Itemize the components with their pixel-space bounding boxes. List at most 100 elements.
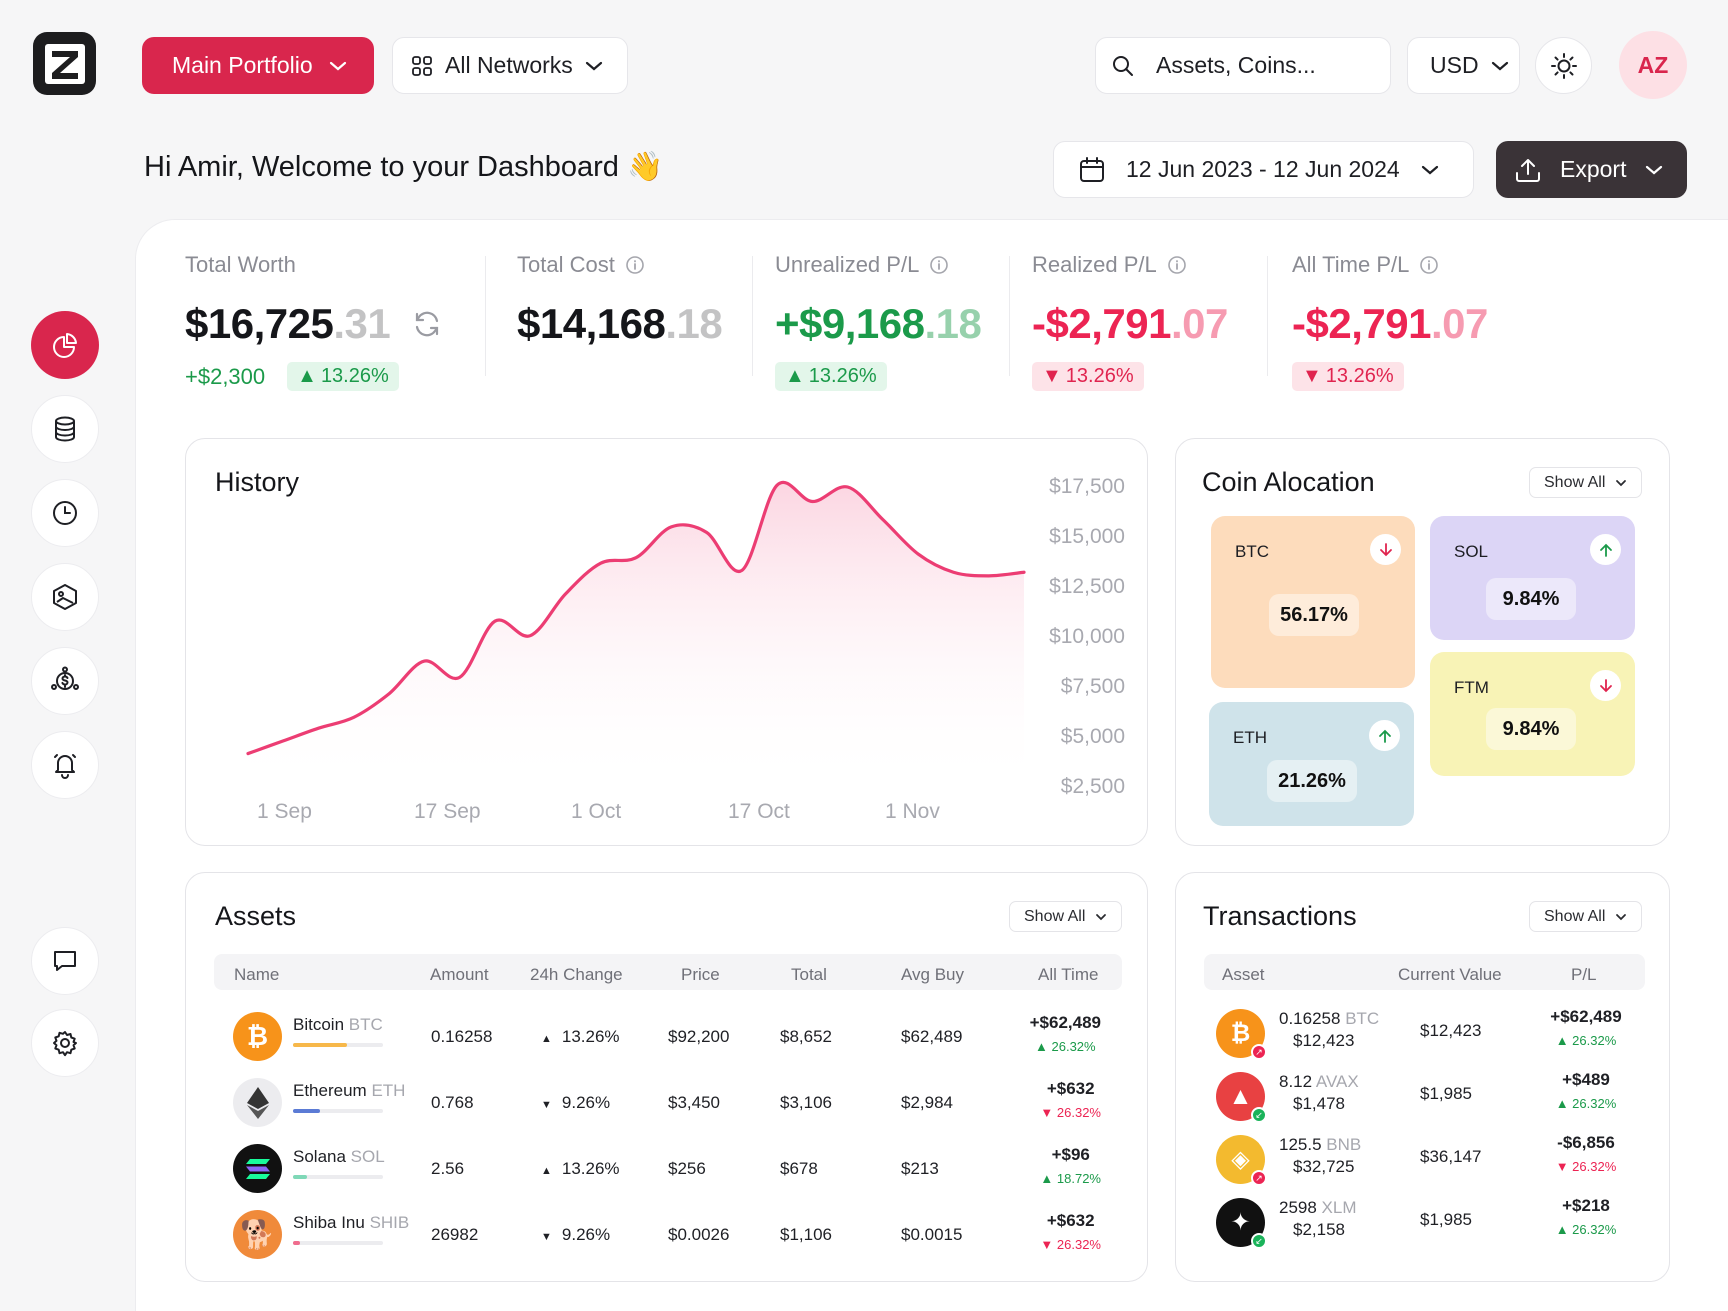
stat-value: +$9,168.18 [775, 300, 982, 347]
asset-avg-buy: $62,489 [901, 1027, 963, 1046]
column-header[interactable]: 24h Change [530, 965, 623, 984]
history-card: History $17,500 $15,000 $12,500 $10,000 $7,5… [185, 438, 1148, 846]
asset-avg-buy: $213 [901, 1159, 939, 1178]
stat-label: Unrealized P/L [775, 252, 920, 277]
refresh-icon[interactable] [412, 309, 442, 339]
info-icon[interactable] [1167, 255, 1187, 275]
asset-name: Ethereum ETH [293, 1081, 406, 1100]
arrow-up-icon [1369, 720, 1400, 751]
card-title: Coin Alocation [1202, 467, 1375, 497]
eth-coin-icon [233, 1078, 282, 1127]
tile-label: SOL [1454, 542, 1489, 561]
asset-amount: 2.56 [431, 1159, 465, 1178]
status-badge: ▼ 13.26% [1292, 362, 1404, 391]
sidebar-item-history[interactable] [31, 479, 99, 547]
chevron-down-icon [1646, 165, 1663, 174]
allocation-tile-sol[interactable]: SOL 9.84% [1430, 516, 1635, 640]
sidebar-item-defi[interactable] [31, 647, 99, 715]
stat-label: Realized P/L [1032, 252, 1157, 277]
asset-all-time: +$632 ▼ 26.32% [1040, 1079, 1101, 1120]
grid-icon [412, 55, 432, 76]
stat-realized: Realized P/L -$2,791.07 ▼ 13.26% [1032, 252, 1228, 391]
asset-name: Solana SOL [293, 1147, 385, 1166]
asset-amount: 0.768 [431, 1093, 474, 1112]
currency-select[interactable]: USD [1407, 37, 1520, 94]
info-icon[interactable] [1419, 255, 1439, 275]
tile-percent: 56.17% [1269, 594, 1359, 636]
card-title: Assets [215, 901, 297, 931]
divider [1009, 256, 1010, 376]
sidebar-item-assets[interactable] [31, 395, 99, 463]
sidebar-item-chat[interactable] [31, 927, 99, 995]
column-header[interactable]: Total [791, 965, 827, 984]
show-all-label: Show All [1544, 907, 1606, 925]
chevron-down-icon [1616, 913, 1627, 920]
column-header[interactable]: Amount [430, 965, 489, 984]
table-row[interactable]: Solana SOL 2.56 ▲ 13.26% $256 $678 $213 +$96 ▲ 1… [186, 1137, 1149, 1197]
chevron-down-icon [1096, 913, 1107, 920]
info-icon[interactable] [625, 255, 645, 275]
column-header[interactable]: Current Value [1398, 965, 1502, 984]
history-area [248, 482, 1024, 789]
table-row[interactable]: ✦ ↙ 2598 XLM $2,158 $1,985 +$218 ▲ 26.32% [1176, 1190, 1671, 1250]
theme-toggle-button[interactable] [1535, 37, 1592, 94]
search-input[interactable]: Assets, Coins... [1095, 37, 1391, 94]
tile-label: BTC [1235, 542, 1269, 561]
cube-icon [53, 584, 77, 610]
info-icon[interactable] [929, 255, 949, 275]
y-tick-label: $12,500 [1049, 575, 1125, 598]
shib-coin-icon: 🐕 [233, 1210, 282, 1259]
arrow-down-left-icon: ↙ [1251, 1107, 1267, 1123]
table-row[interactable]: Ethereum ETH 0.768 ▼ 9.26% $3,450 $3,106 $2,98… [186, 1071, 1149, 1131]
allocation-tile-btc[interactable]: BTC 56.17% [1211, 516, 1415, 688]
currency-label: USD [1430, 52, 1479, 78]
table-row[interactable]: ₿ ↗ 0.16258 BTC $12,423 $12,423 +$62,489 ▲ 26.… [1176, 1001, 1671, 1061]
chevron-down-icon [1616, 479, 1627, 486]
table-row[interactable]: ₿ Bitcoin BTC 0.16258 ▲ 13.26% $92,200 $8,652 $… [186, 1005, 1149, 1065]
show-all-dropdown[interactable]: Show All [1529, 901, 1643, 932]
asset-price: $256 [668, 1159, 706, 1178]
arrow-down-left-icon: ↙ [1251, 1233, 1267, 1249]
table-header [1204, 954, 1645, 990]
table-row[interactable]: ▲ ↙ 8.12 AVAX $1,478 $1,985 +$489 ▲ 26.32% [1176, 1064, 1671, 1124]
allocation-tile-ftm[interactable]: FTM 9.84% [1430, 652, 1635, 776]
status-badge: ▲ 13.26% [287, 362, 399, 391]
asset-change: ▼ 9.26% [541, 1093, 611, 1112]
dollar-network-icon [51, 666, 79, 690]
sidebar-item-portfolio[interactable] [31, 311, 99, 379]
portfolio-select[interactable]: Main Portfolio [142, 37, 374, 94]
column-header[interactable]: P/L [1571, 965, 1597, 984]
x-tick-label: 17 Sep [414, 800, 481, 823]
networks-select[interactable]: All Networks [392, 37, 628, 94]
holding-bar [293, 1043, 383, 1047]
column-header[interactable]: Price [681, 965, 720, 984]
history-chart[interactable] [186, 439, 1149, 847]
show-all-dropdown[interactable]: Show All [1529, 467, 1643, 498]
stat-value: -$2,791.07 [1032, 300, 1228, 347]
show-all-dropdown[interactable]: Show All [1009, 901, 1123, 932]
holding-bar [293, 1241, 383, 1245]
date-range-picker[interactable]: 12 Jun 2023 - 12 Jun 2024 [1053, 141, 1474, 198]
asset-avg-buy: $0.0015 [901, 1225, 963, 1244]
tx-pl: +$489 ▲ 26.32% [1555, 1070, 1617, 1111]
table-row[interactable]: ◈ ↗ 125.5 BNB $32,725 $36,147 -$6,856 ▼ 26.32% [1176, 1127, 1671, 1187]
avatar[interactable]: AZ [1619, 31, 1687, 99]
tile-label: FTM [1454, 678, 1489, 697]
divider [485, 256, 486, 376]
column-header[interactable]: Avg Buy [901, 965, 965, 984]
column-header[interactable]: Asset [1222, 965, 1265, 984]
sidebar-item-settings[interactable] [31, 1009, 99, 1077]
sidebar-item-nft[interactable] [31, 563, 99, 631]
card-title: History [215, 467, 300, 497]
allocation-tile-eth[interactable]: ETH 21.26% [1209, 702, 1414, 826]
export-button[interactable]: Export [1496, 141, 1687, 198]
asset-change: ▲ 13.26% [541, 1159, 620, 1178]
asset-total: $678 [780, 1159, 818, 1178]
app-logo[interactable] [33, 32, 96, 95]
column-header[interactable]: Name [234, 965, 280, 984]
table-row[interactable]: 🐕 Shiba Inu SHIB 26982 ▼ 9.26% $0.0026 $1,106 $… [186, 1203, 1149, 1263]
status-badge: ▼ 13.26% [1032, 362, 1144, 391]
sidebar-item-alerts[interactable] [31, 731, 99, 799]
column-header[interactable]: All Time [1038, 965, 1099, 984]
holding-bar [293, 1109, 383, 1113]
